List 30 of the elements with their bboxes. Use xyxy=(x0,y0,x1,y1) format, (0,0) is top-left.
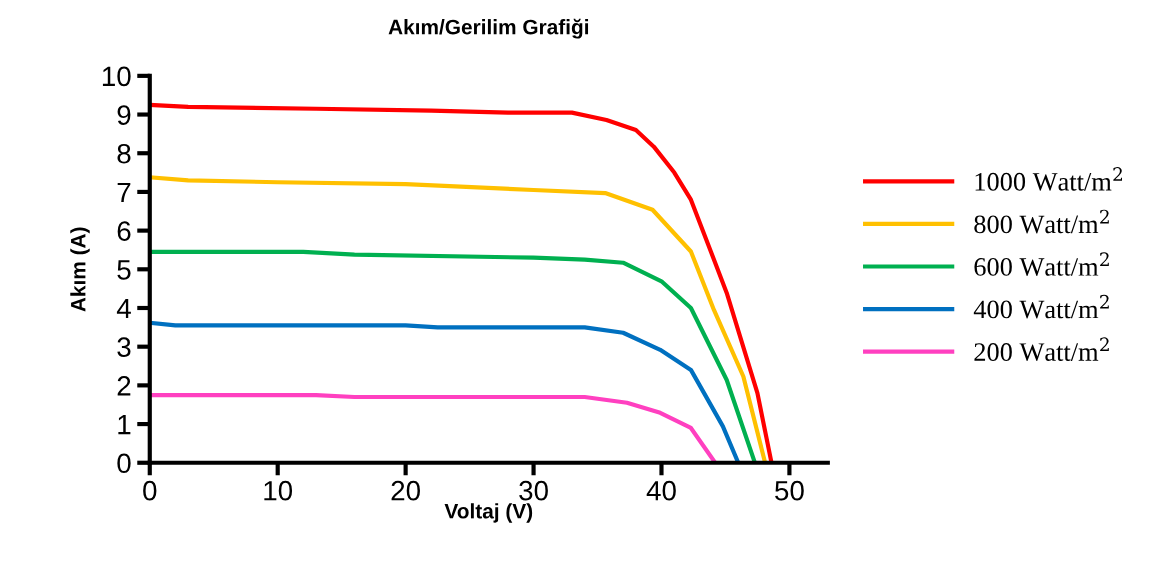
legend-label: 1000 Watt/m$^{2}$ xyxy=(975,167,1122,191)
y-tick-label: 6 xyxy=(117,221,131,241)
legend-label: 400 Watt/m$^{2}$ xyxy=(973,294,1109,319)
x-tick-label: 30 xyxy=(519,480,548,501)
x-tick-label: 10 xyxy=(264,480,293,501)
line-series xyxy=(149,102,774,463)
y-tick-label: 8 xyxy=(117,143,131,164)
y-tick-label: 0 xyxy=(117,453,131,474)
line-series xyxy=(149,392,718,463)
legend-label: 800 Watt/m$^{2}$ xyxy=(974,209,1109,234)
x-tick-label: 0 xyxy=(143,480,157,501)
x-tick-label: 50 xyxy=(775,480,804,501)
y-tick-label: 2 xyxy=(117,376,131,396)
x-axis-title: Voltaj (V) xyxy=(444,503,533,523)
x-tick-label: 20 xyxy=(391,480,420,501)
y-tick-label: 7 xyxy=(117,182,131,202)
y-tick-label: 5 xyxy=(117,260,131,280)
line-series xyxy=(149,249,757,463)
legend-label: 200 Watt/m$^{2}$ xyxy=(974,337,1109,362)
y-tick-label: 10 xyxy=(102,66,131,87)
line-series xyxy=(149,175,768,463)
y-tick-label: 1 xyxy=(118,415,131,435)
x-tick-label: 40 xyxy=(646,480,676,501)
legend-label: 600 Watt/m$^{2}$ xyxy=(974,252,1109,276)
y-tick-label: 9 xyxy=(117,105,131,125)
line-series xyxy=(149,320,741,463)
y-axis-title: Akım (A) xyxy=(70,227,90,312)
y-tick-label: 3 xyxy=(117,337,131,358)
chart-title: Akım/Gerilim Grafiği xyxy=(388,18,589,39)
y-tick-label: 4 xyxy=(116,298,131,319)
